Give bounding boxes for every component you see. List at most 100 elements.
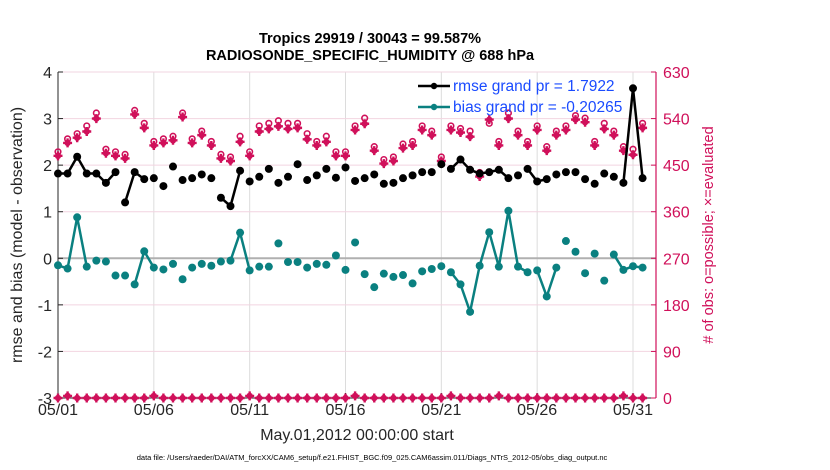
y-tick-label: 2 [43, 158, 52, 175]
obs-evaluated-dot [275, 123, 282, 130]
obs-evaluated-dot [323, 138, 330, 146]
rmse-point [111, 168, 120, 177]
rmse-point [331, 173, 340, 182]
obs-evaluated-dot [505, 115, 512, 122]
rmse-point [638, 174, 647, 183]
obs-bottom-dot [390, 394, 397, 402]
obs-evaluated-dot [533, 126, 541, 134]
obs-bottom-dot [495, 392, 503, 400]
rmse-point [485, 168, 494, 177]
obs-bottom-dot [73, 394, 81, 402]
obs-evaluated-dot [342, 152, 349, 160]
y-tick-label: -1 [38, 298, 52, 315]
obs-bottom-dot [553, 394, 560, 402]
rmse-point [552, 170, 561, 179]
obs-evaluated-dot [217, 155, 225, 162]
obs-bottom-dot [342, 394, 349, 402]
rmse-point [226, 202, 235, 211]
obs-evaluated-dot [64, 139, 71, 147]
obs-evaluated-dot [591, 142, 598, 149]
obs-evaluated-dot [332, 152, 340, 160]
obs-bottom-dot [54, 394, 62, 402]
obs-bottom-dot [227, 394, 234, 402]
bias-point [475, 261, 484, 270]
y-tick-label: -2 [38, 344, 52, 361]
bias-point [255, 262, 264, 271]
obs-bottom-dot [371, 394, 378, 402]
bias-point [504, 206, 513, 215]
obs-evaluated-dot [495, 142, 503, 149]
obs-bottom-dot [332, 394, 340, 402]
bias-point [552, 263, 561, 272]
obs-bottom-dot [83, 394, 90, 402]
rmse-point [533, 177, 542, 186]
obs-evaluated-dot [486, 116, 493, 123]
obs-evaluated-dot [572, 116, 579, 123]
obs-bottom-dot [150, 392, 158, 400]
bias-point [178, 275, 187, 284]
bias-point [73, 213, 82, 222]
legend-rmse-label: rmse grand pr = 1.7922 [453, 78, 615, 95]
obs-evaluated-dot [303, 136, 311, 143]
obs-evaluated-dot [150, 142, 158, 149]
y-tick-label-right: 360 [663, 205, 690, 222]
rmse-point [351, 176, 360, 185]
obs-evaluated-dot [610, 131, 618, 139]
obs-evaluated-dot [102, 150, 110, 157]
bias-point [188, 263, 197, 272]
obs-bottom-dot [112, 394, 119, 402]
bias-line-segment [57, 216, 88, 270]
obs-evaluated-dot [524, 142, 531, 149]
bias-point [437, 262, 446, 271]
bias-point [264, 262, 273, 271]
bias-point [609, 250, 618, 259]
obs-bottom-dot [418, 394, 426, 402]
obs-bottom-dot [141, 394, 148, 402]
bias-point [523, 268, 532, 277]
bias-point [485, 228, 494, 237]
obs-bottom-dot [581, 394, 589, 402]
rmse-point [159, 182, 168, 191]
rmse-point [245, 177, 254, 186]
rmse-point [303, 176, 312, 185]
bias-point [638, 263, 647, 272]
obs-bottom-dot [629, 394, 637, 402]
y-axis-right-label: # of obs: o=possible; ×=evaluated [701, 126, 717, 343]
bias-point [408, 279, 417, 288]
obs-bottom-dot [524, 394, 531, 402]
obs-bottom-dot [131, 394, 138, 402]
rmse-point [571, 168, 580, 177]
tick-labels: -3 -2 -1 0 1 2 3 4 0 90 180 270 360 450 540 630 05/01 05/… [38, 65, 690, 419]
bias-point [360, 270, 369, 279]
obs-bottom-dot [217, 394, 225, 402]
obs-evaluated-dot [294, 124, 301, 132]
obs-bottom-dot [639, 394, 646, 402]
obs-evaluated-dot [418, 126, 426, 134]
obs-bottom-dot [236, 394, 244, 402]
obs-bottom-dot [380, 394, 388, 402]
obs-evaluated-dot [581, 118, 589, 126]
rmse-point [341, 163, 350, 172]
y-tick-label: 4 [43, 65, 52, 82]
bias-point [92, 256, 101, 265]
y-tick-label: -3 [38, 391, 52, 408]
rmse-point [73, 152, 82, 161]
bias-point [466, 307, 475, 316]
rmse-point [466, 165, 475, 174]
rmse-point [590, 179, 599, 188]
obs-bottom-dot [447, 392, 455, 400]
y-tick-label: 3 [43, 112, 52, 129]
obs-bottom-dot [198, 394, 205, 402]
bias-point [101, 257, 110, 266]
bias-point [581, 269, 590, 278]
rmse-point [322, 164, 331, 173]
rmse-point [561, 168, 570, 177]
rmse-point [82, 169, 91, 178]
bias-point [207, 261, 216, 270]
y-tick-label-right: 90 [663, 344, 681, 361]
rmse-point [63, 169, 72, 178]
bias-point [312, 259, 321, 268]
rmse-point [418, 168, 427, 177]
obs-bottom-dot [303, 394, 311, 402]
obs-evaluated-dot [265, 125, 273, 133]
